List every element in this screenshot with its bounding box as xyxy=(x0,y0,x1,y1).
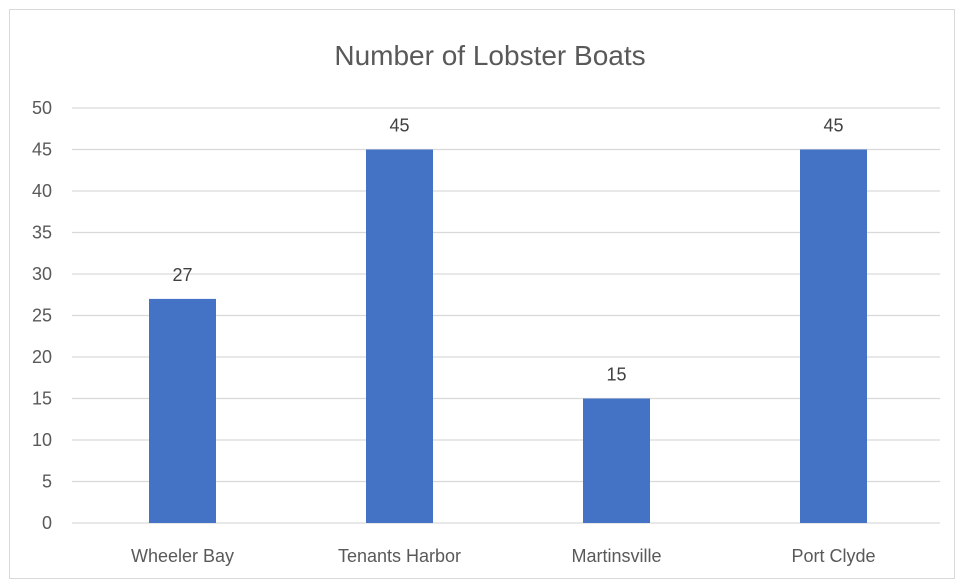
bar xyxy=(800,149,867,523)
y-tick-label: 10 xyxy=(32,430,52,450)
y-tick-label: 20 xyxy=(32,347,52,367)
y-axis-ticks: 0 5 10 15 20 25 30 35 40 45 50 xyxy=(32,98,52,533)
y-tick-label: 35 xyxy=(32,223,52,243)
data-label: 15 xyxy=(606,365,626,385)
y-tick-label: 15 xyxy=(32,389,52,409)
chart-title: Number of Lobster Boats xyxy=(334,40,645,71)
data-labels: 27 45 15 45 xyxy=(172,116,843,385)
x-category-label: Port Clyde xyxy=(791,546,875,566)
y-tick-label: 45 xyxy=(32,140,52,160)
data-label: 45 xyxy=(389,116,409,136)
bar xyxy=(583,398,650,523)
gridlines xyxy=(72,107,940,524)
x-category-label: Martinsville xyxy=(571,546,661,566)
x-category-label: Wheeler Bay xyxy=(131,546,234,566)
x-category-label: Tenants Harbor xyxy=(338,546,461,566)
x-axis-categories: Wheeler Bay Tenants Harbor Martinsville Por… xyxy=(131,546,876,566)
y-tick-label: 0 xyxy=(42,513,52,533)
y-tick-label: 25 xyxy=(32,306,52,326)
y-tick-label: 5 xyxy=(42,472,52,492)
bar xyxy=(366,149,433,523)
y-tick-label: 50 xyxy=(32,98,52,118)
data-label: 27 xyxy=(172,265,192,285)
bars xyxy=(149,149,867,523)
y-tick-label: 30 xyxy=(32,264,52,284)
y-tick-label: 40 xyxy=(32,181,52,201)
data-label: 45 xyxy=(823,116,843,136)
bar xyxy=(149,298,216,523)
